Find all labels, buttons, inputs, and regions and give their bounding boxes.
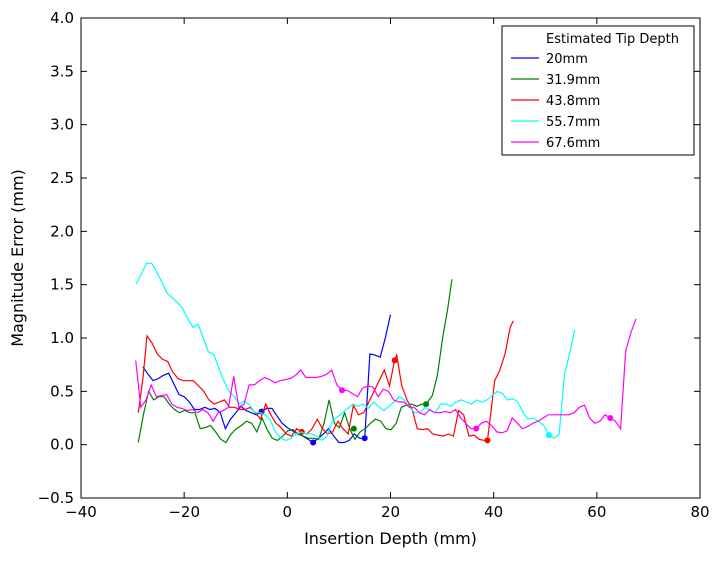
- x-tick-label: −40: [65, 503, 97, 521]
- y-tick-label: 2.0: [50, 222, 74, 240]
- legend-label: 31.9mm: [546, 73, 600, 88]
- x-tick-label: 60: [587, 503, 606, 521]
- tip-depth-marker: [473, 425, 480, 432]
- tip-depth-marker: [545, 432, 552, 439]
- tip-depth-marker: [423, 401, 430, 408]
- series-line-43-8mm: [137, 320, 514, 441]
- x-tick-label: 0: [283, 503, 293, 521]
- series-line-20mm: [142, 314, 392, 444]
- tip-depth-marker: [607, 415, 614, 421]
- y-tick-label: 0.0: [50, 436, 74, 454]
- x-tick-label: 40: [484, 503, 503, 521]
- y-tick-label: 0.5: [50, 382, 74, 400]
- y-tick-label: −0.5: [38, 489, 74, 507]
- y-tick-label: 3.0: [50, 116, 74, 134]
- tip-depth-marker: [339, 387, 346, 394]
- series-line-67-6mm: [135, 318, 637, 434]
- legend-label: 43.8mm: [546, 94, 600, 109]
- y-tick-label: 2.5: [50, 169, 74, 187]
- series-line-31-9mm: [137, 279, 453, 444]
- tip-depth-marker: [350, 425, 357, 432]
- x-tick-label: 80: [690, 503, 709, 521]
- x-tick-label: −20: [168, 503, 200, 521]
- y-tick-label: 4.0: [50, 9, 74, 27]
- tip-depth-marker: [361, 435, 368, 442]
- y-tick-label: 1.5: [50, 276, 74, 294]
- legend-title: Estimated Tip Depth: [546, 32, 679, 47]
- series-line-55-7mm: [135, 262, 576, 442]
- x-tick-label: 20: [381, 503, 400, 521]
- legend-label: 67.6mm: [546, 136, 600, 151]
- x-axis-title: Insertion Depth (mm): [304, 529, 477, 548]
- legend: Estimated Tip Depth 20mm 31.9mm 43.8mm 55.7…: [501, 25, 695, 156]
- y-tick-label: 1.0: [50, 329, 74, 347]
- axis-ticks: −40 −20 0 20 40 60 80 −0.5 0.0 0.5 1.0 1.5 2.0 2.5 3.0…: [38, 9, 710, 521]
- plot-area: [135, 262, 637, 446]
- y-tick-label: 3.5: [50, 62, 74, 80]
- legend-label: 55.7mm: [546, 115, 600, 130]
- tip-depth-marker: [310, 439, 317, 446]
- y-axis-title: Magnitude Error (mm): [8, 169, 27, 347]
- tip-depth-marker: [391, 357, 398, 364]
- tip-depth-marker: [484, 437, 491, 444]
- legend-label: 20mm: [546, 52, 588, 67]
- legend-entries: 20mm 31.9mm 43.8mm 55.7mm 67.6mm: [511, 52, 600, 151]
- legend-box: [501, 25, 695, 156]
